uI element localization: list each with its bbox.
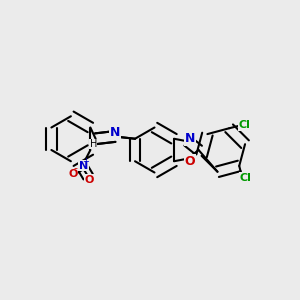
Text: H: H [90,139,97,149]
Text: O: O [68,169,78,178]
Text: +: + [82,158,89,166]
Text: N: N [79,160,88,170]
Text: N: N [110,126,120,140]
Text: O: O [185,154,196,167]
Text: O: O [85,175,94,184]
Text: N: N [185,133,195,146]
Text: -: - [74,163,77,173]
Text: Cl: Cl [240,173,252,183]
Text: Cl: Cl [239,120,251,130]
